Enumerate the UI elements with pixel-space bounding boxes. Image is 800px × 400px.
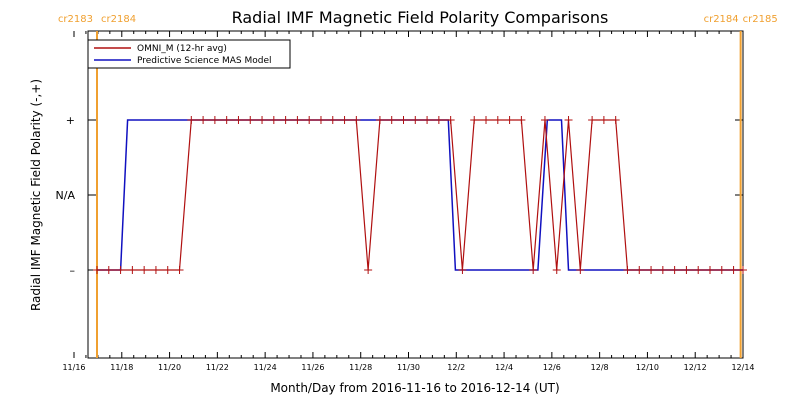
x-tick-label: 12/6 (543, 363, 561, 372)
omni-point-marker (717, 266, 726, 274)
omni-point-marker (246, 116, 255, 124)
omni-point-marker (104, 266, 113, 274)
omni-point-marker (682, 266, 691, 274)
omni-point-marker (739, 266, 747, 274)
carrington-rotation-markers: cr2183 cr2184 cr2184 cr2185 (58, 14, 778, 358)
x-tick-label: 11/20 (158, 363, 181, 372)
omni-point-marker (470, 116, 479, 124)
carrington-label-left: cr2184 (704, 14, 739, 25)
omni-point-marker (116, 266, 125, 274)
omni-point-marker (482, 116, 491, 124)
omni-point-marker (540, 116, 549, 124)
chart-title: Radial IMF Magnetic Field Polarity Compa… (232, 8, 609, 27)
x-tick-label: 11/22 (206, 363, 229, 372)
tick-marks (73, 31, 744, 358)
omni-point-marker (694, 266, 703, 274)
omni-point-marker (293, 116, 302, 124)
omni-point-marker (352, 116, 361, 124)
y-tick-labels: + N/A – (56, 114, 76, 277)
omni-point-marker (623, 266, 632, 274)
x-tick-label: 12/10 (636, 363, 659, 372)
x-tick-label: 11/16 (62, 363, 85, 372)
omni-point-marker (611, 116, 620, 124)
x-tick-label: 12/8 (591, 363, 609, 372)
series-line-omni (97, 119, 743, 271)
legend: OMNI_M (12-hr avg) Predictive Science MA… (87, 39, 291, 69)
omni-point-marker (576, 266, 585, 274)
omni-point-marker (705, 266, 714, 274)
series-group (93, 116, 747, 274)
omni-point-marker (281, 116, 290, 124)
legend-label-omni: OMNI_M (12-hr avg) (137, 44, 227, 54)
omni-point-marker (670, 266, 679, 274)
omni-point-marker (210, 116, 219, 124)
omni-point-marker (222, 116, 231, 124)
plot-area (87, 30, 744, 359)
omni-point-marker (658, 266, 667, 274)
omni-point-marker (505, 116, 514, 124)
x-tick-label: 12/2 (447, 363, 465, 372)
omni-point-marker (316, 116, 325, 124)
x-tick-label: 11/30 (397, 363, 420, 372)
omni-point-marker (635, 266, 644, 274)
omni-point-marker (199, 116, 208, 124)
omni-point-marker (564, 116, 573, 124)
omni-point-marker (328, 116, 337, 124)
x-tick-label: 12/14 (731, 363, 754, 372)
omni-point-marker (234, 116, 243, 124)
omni-point-marker (269, 116, 278, 124)
omni-point-marker (552, 266, 561, 274)
legend-label-mas: Predictive Science MAS Model (137, 56, 272, 66)
omni-point-marker (493, 116, 502, 124)
omni-point-marker (305, 116, 314, 124)
omni-point-marker (647, 266, 656, 274)
omni-point-marker (446, 116, 455, 124)
omni-point-marker (163, 266, 172, 274)
omni-point-marker (151, 266, 160, 274)
x-axis-label: Month/Day from 2016-11-16 to 2016-12-14 … (270, 381, 559, 395)
omni-point-marker (364, 266, 373, 274)
carrington-label-right: cr2185 (743, 14, 778, 25)
carrington-label-right: cr2184 (101, 14, 136, 25)
y-tick-label: + (66, 114, 75, 127)
omni-point-marker (93, 266, 101, 274)
omni-point-marker (529, 266, 538, 274)
omni-point-marker (387, 116, 396, 124)
omni-point-marker (128, 266, 137, 274)
omni-point-marker (340, 116, 349, 124)
x-tick-labels: 11/16 11/18 11/20 11/22 11/24 11/26 11/28 11/30… (62, 363, 754, 372)
x-tick-label: 11/28 (349, 363, 372, 372)
omni-point-marker (588, 116, 597, 124)
omni-point-marker (175, 266, 184, 274)
omni-point-marker (411, 116, 420, 124)
omni-point-marker (423, 116, 432, 124)
legend-box (87, 39, 291, 69)
series-line-mas-model (97, 119, 743, 271)
omni-point-marker (434, 116, 443, 124)
x-tick-label: 11/26 (301, 363, 324, 372)
omni-point-marker (187, 116, 196, 124)
omni-point-marker (140, 266, 149, 274)
x-tick-label: 12/4 (495, 363, 513, 372)
omni-point-marker (729, 266, 738, 274)
x-tick-label: 11/24 (254, 363, 277, 372)
omni-point-marker (258, 116, 267, 124)
omni-point-marker (599, 116, 608, 124)
omni-point-marker (458, 266, 467, 274)
y-tick-label: N/A (56, 189, 76, 202)
x-tick-label: 12/12 (684, 363, 707, 372)
omni-point-marker (399, 116, 408, 124)
y-tick-label: – (70, 264, 76, 277)
x-tick-label: 11/18 (110, 363, 133, 372)
omni-point-marker (517, 116, 526, 124)
y-axis-label: Radial IMF Magnetic Field Polarity (-,+) (29, 79, 43, 311)
carrington-label-left: cr2183 (58, 14, 93, 25)
omni-point-marker (375, 116, 384, 124)
